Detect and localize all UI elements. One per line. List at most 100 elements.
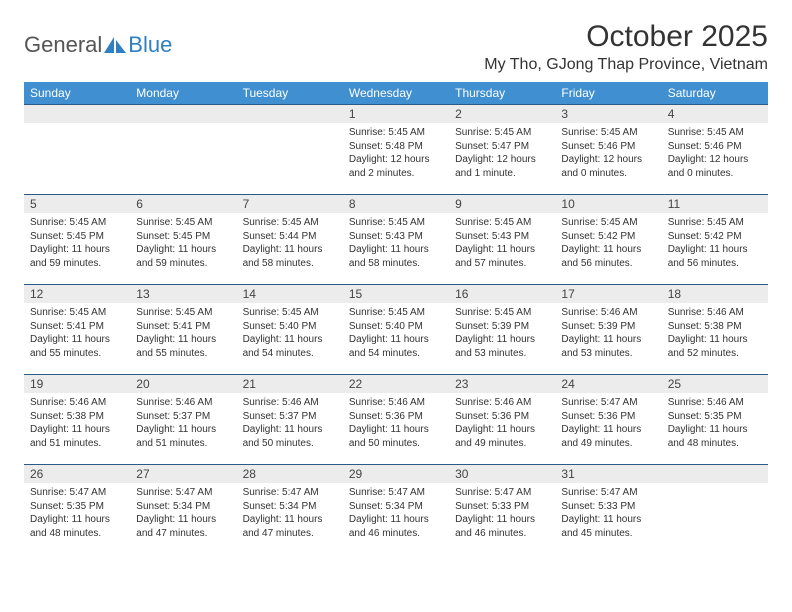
sunset-text: Sunset: 5:38 PM	[30, 410, 124, 424]
daylight-text: Daylight: 11 hours and 58 minutes.	[349, 243, 443, 270]
daylight-text: Daylight: 11 hours and 56 minutes.	[561, 243, 655, 270]
day-number: 12	[24, 285, 130, 303]
calendar-cell: 7Sunrise: 5:45 AMSunset: 5:44 PMDaylight…	[237, 195, 343, 285]
day-number: 3	[555, 105, 661, 123]
daylight-text: Daylight: 11 hours and 51 minutes.	[30, 423, 124, 450]
cell-body: Sunrise: 5:46 AMSunset: 5:36 PMDaylight:…	[343, 393, 449, 454]
day-number: 22	[343, 375, 449, 393]
calendar-cell: 4Sunrise: 5:45 AMSunset: 5:46 PMDaylight…	[662, 105, 768, 195]
calendar-cell: 17Sunrise: 5:46 AMSunset: 5:39 PMDayligh…	[555, 285, 661, 375]
sunrise-text: Sunrise: 5:45 AM	[561, 126, 655, 140]
weekday-header-row: Sunday Monday Tuesday Wednesday Thursday…	[24, 82, 768, 105]
weekday-header: Thursday	[449, 82, 555, 105]
sunset-text: Sunset: 5:34 PM	[243, 500, 337, 514]
daylight-text: Daylight: 12 hours and 1 minute.	[455, 153, 549, 180]
sunset-text: Sunset: 5:34 PM	[136, 500, 230, 514]
calendar-row: 19Sunrise: 5:46 AMSunset: 5:38 PMDayligh…	[24, 375, 768, 465]
sunrise-text: Sunrise: 5:46 AM	[349, 396, 443, 410]
location: My Tho, GJong Thap Province, Vietnam	[484, 56, 768, 74]
sunrise-text: Sunrise: 5:46 AM	[136, 396, 230, 410]
daylight-text: Daylight: 11 hours and 52 minutes.	[668, 333, 762, 360]
sunrise-text: Sunrise: 5:45 AM	[455, 216, 549, 230]
cell-body: Sunrise: 5:45 AMSunset: 5:47 PMDaylight:…	[449, 123, 555, 184]
calendar-cell: 29Sunrise: 5:47 AMSunset: 5:34 PMDayligh…	[343, 465, 449, 555]
sunset-text: Sunset: 5:36 PM	[561, 410, 655, 424]
day-number: 21	[237, 375, 343, 393]
day-number: 23	[449, 375, 555, 393]
calendar-cell: 14Sunrise: 5:45 AMSunset: 5:40 PMDayligh…	[237, 285, 343, 375]
calendar-cell: 26Sunrise: 5:47 AMSunset: 5:35 PMDayligh…	[24, 465, 130, 555]
sunset-text: Sunset: 5:39 PM	[455, 320, 549, 334]
day-number	[237, 105, 343, 123]
daylight-text: Daylight: 11 hours and 55 minutes.	[30, 333, 124, 360]
daylight-text: Daylight: 11 hours and 49 minutes.	[455, 423, 549, 450]
sunrise-text: Sunrise: 5:46 AM	[243, 396, 337, 410]
sunset-text: Sunset: 5:37 PM	[136, 410, 230, 424]
sunset-text: Sunset: 5:46 PM	[561, 140, 655, 154]
sunrise-text: Sunrise: 5:47 AM	[30, 486, 124, 500]
sunset-text: Sunset: 5:37 PM	[243, 410, 337, 424]
header: General Blue October 2025 My Tho, GJong …	[24, 20, 768, 74]
cell-body: Sunrise: 5:47 AMSunset: 5:33 PMDaylight:…	[449, 483, 555, 544]
cell-body: Sunrise: 5:47 AMSunset: 5:35 PMDaylight:…	[24, 483, 130, 544]
calendar-row: 1Sunrise: 5:45 AMSunset: 5:48 PMDaylight…	[24, 105, 768, 195]
day-number	[130, 105, 236, 123]
calendar-cell	[24, 105, 130, 195]
sunrise-text: Sunrise: 5:45 AM	[136, 216, 230, 230]
daylight-text: Daylight: 11 hours and 53 minutes.	[561, 333, 655, 360]
calendar-cell: 11Sunrise: 5:45 AMSunset: 5:42 PMDayligh…	[662, 195, 768, 285]
logo-text-general: General	[24, 32, 102, 58]
cell-body: Sunrise: 5:45 AMSunset: 5:42 PMDaylight:…	[662, 213, 768, 274]
calendar-cell	[130, 105, 236, 195]
calendar-cell: 8Sunrise: 5:45 AMSunset: 5:43 PMDaylight…	[343, 195, 449, 285]
calendar-cell: 15Sunrise: 5:45 AMSunset: 5:40 PMDayligh…	[343, 285, 449, 375]
sunset-text: Sunset: 5:34 PM	[349, 500, 443, 514]
daylight-text: Daylight: 11 hours and 55 minutes.	[136, 333, 230, 360]
calendar-cell: 19Sunrise: 5:46 AMSunset: 5:38 PMDayligh…	[24, 375, 130, 465]
day-number: 17	[555, 285, 661, 303]
sunset-text: Sunset: 5:45 PM	[136, 230, 230, 244]
weekday-header: Friday	[555, 82, 661, 105]
day-number: 29	[343, 465, 449, 483]
day-number: 13	[130, 285, 236, 303]
sunrise-text: Sunrise: 5:47 AM	[455, 486, 549, 500]
daylight-text: Daylight: 11 hours and 48 minutes.	[668, 423, 762, 450]
cell-body: Sunrise: 5:47 AMSunset: 5:33 PMDaylight:…	[555, 483, 661, 544]
daylight-text: Daylight: 11 hours and 46 minutes.	[455, 513, 549, 540]
cell-body: Sunrise: 5:45 AMSunset: 5:44 PMDaylight:…	[237, 213, 343, 274]
sunrise-text: Sunrise: 5:47 AM	[136, 486, 230, 500]
day-number: 27	[130, 465, 236, 483]
cell-body: Sunrise: 5:46 AMSunset: 5:38 PMDaylight:…	[662, 303, 768, 364]
logo-text-blue: Blue	[128, 32, 172, 58]
calendar-cell: 23Sunrise: 5:46 AMSunset: 5:36 PMDayligh…	[449, 375, 555, 465]
sunrise-text: Sunrise: 5:45 AM	[668, 216, 762, 230]
sunset-text: Sunset: 5:41 PM	[30, 320, 124, 334]
daylight-text: Daylight: 11 hours and 50 minutes.	[243, 423, 337, 450]
cell-body: Sunrise: 5:45 AMSunset: 5:45 PMDaylight:…	[130, 213, 236, 274]
day-number: 31	[555, 465, 661, 483]
daylight-text: Daylight: 11 hours and 45 minutes.	[561, 513, 655, 540]
cell-body: Sunrise: 5:46 AMSunset: 5:37 PMDaylight:…	[130, 393, 236, 454]
daylight-text: Daylight: 11 hours and 50 minutes.	[349, 423, 443, 450]
calendar-cell: 22Sunrise: 5:46 AMSunset: 5:36 PMDayligh…	[343, 375, 449, 465]
cell-body: Sunrise: 5:45 AMSunset: 5:42 PMDaylight:…	[555, 213, 661, 274]
day-number: 25	[662, 375, 768, 393]
sunset-text: Sunset: 5:47 PM	[455, 140, 549, 154]
weekday-header: Monday	[130, 82, 236, 105]
sunset-text: Sunset: 5:36 PM	[349, 410, 443, 424]
daylight-text: Daylight: 11 hours and 49 minutes.	[561, 423, 655, 450]
sunrise-text: Sunrise: 5:47 AM	[561, 396, 655, 410]
sunset-text: Sunset: 5:36 PM	[455, 410, 549, 424]
sunset-text: Sunset: 5:33 PM	[455, 500, 549, 514]
calendar-cell: 3Sunrise: 5:45 AMSunset: 5:46 PMDaylight…	[555, 105, 661, 195]
daylight-text: Daylight: 11 hours and 51 minutes.	[136, 423, 230, 450]
daylight-text: Daylight: 11 hours and 59 minutes.	[136, 243, 230, 270]
daylight-text: Daylight: 11 hours and 58 minutes.	[243, 243, 337, 270]
weekday-header: Tuesday	[237, 82, 343, 105]
cell-body: Sunrise: 5:46 AMSunset: 5:36 PMDaylight:…	[449, 393, 555, 454]
calendar-cell: 6Sunrise: 5:45 AMSunset: 5:45 PMDaylight…	[130, 195, 236, 285]
sunset-text: Sunset: 5:48 PM	[349, 140, 443, 154]
sunset-text: Sunset: 5:43 PM	[455, 230, 549, 244]
calendar-cell: 25Sunrise: 5:46 AMSunset: 5:35 PMDayligh…	[662, 375, 768, 465]
calendar-cell: 30Sunrise: 5:47 AMSunset: 5:33 PMDayligh…	[449, 465, 555, 555]
